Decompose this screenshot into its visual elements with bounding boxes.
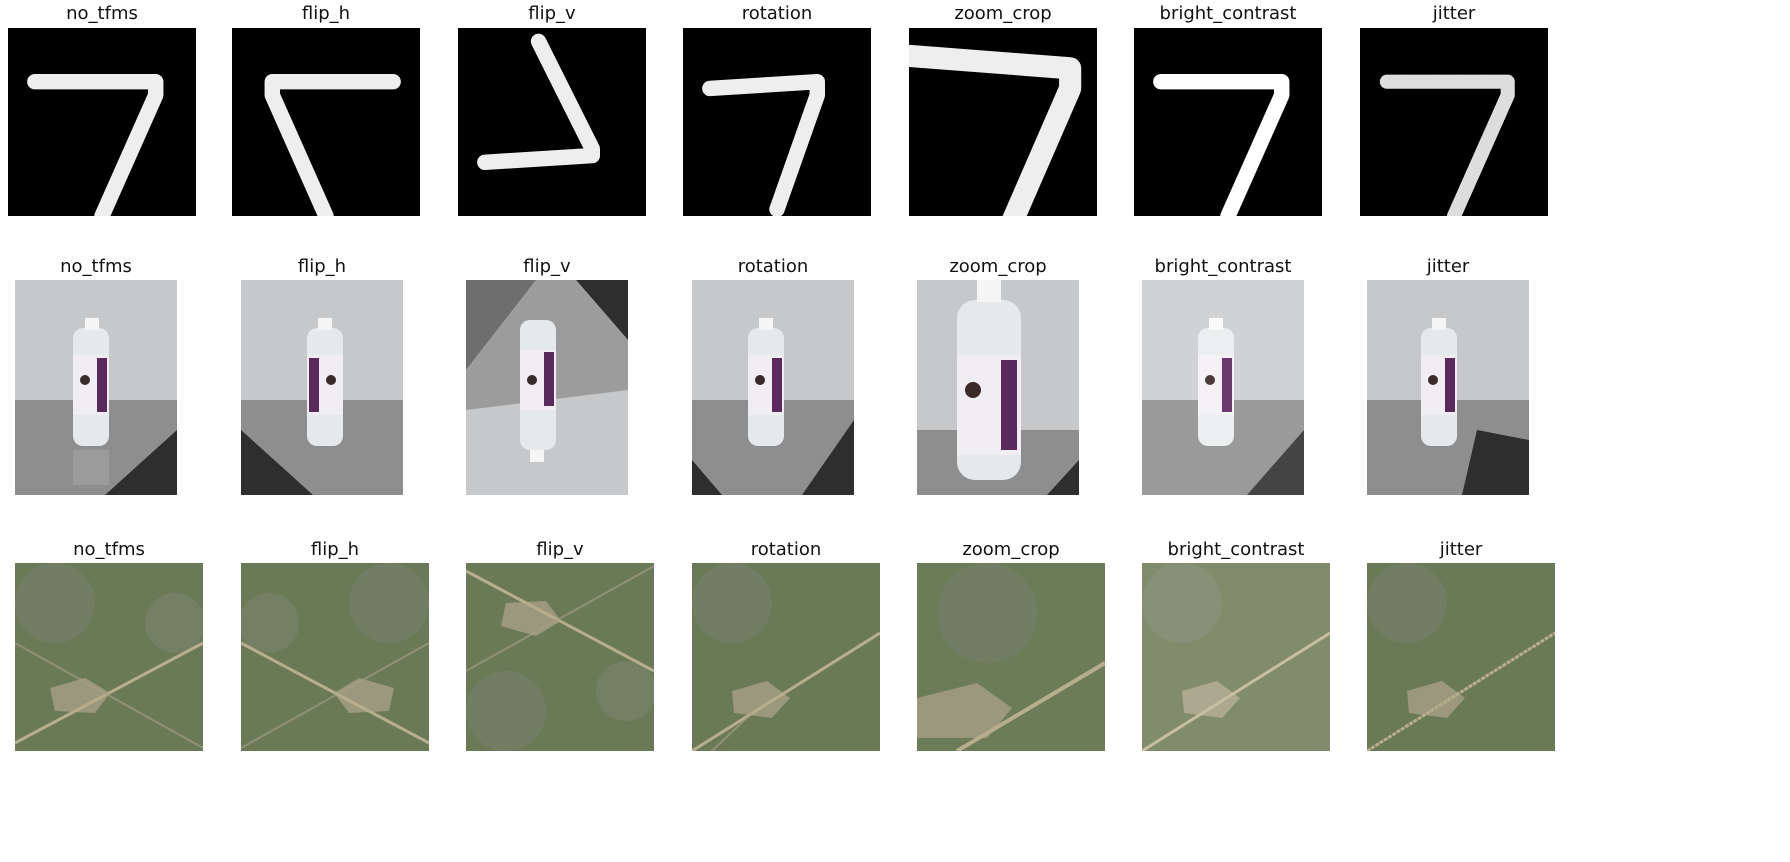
panel-title: zoom_crop (954, 3, 1052, 24)
bottle-panel-no_tfms: no_tfms (15, 255, 177, 500)
mnist-panel-rotation: rotation (683, 0, 871, 245)
bottle-image (241, 280, 403, 495)
satellite-image (241, 563, 429, 751)
bottle-panel-zoom_crop: zoom_crop (917, 255, 1079, 500)
panel-title: jitter (1426, 256, 1470, 277)
satellite-panel-flip_v: flip_v (466, 540, 654, 780)
panel-title: flip_v (528, 3, 576, 24)
bottle-image (917, 280, 1079, 495)
bottle-image (1367, 280, 1529, 495)
mnist-panel-bright_contrast: bright_contrast (1134, 0, 1322, 245)
mnist-panel-flip_v: flip_v (458, 0, 646, 245)
satellite-image (692, 563, 880, 751)
satellite-image (1142, 563, 1330, 751)
mnist-panel-no_tfms: no_tfms (8, 0, 196, 245)
panel-title: zoom_crop (949, 256, 1047, 277)
panel-title: rotation (750, 539, 822, 560)
satellite-panel-rotation: rotation (692, 540, 880, 780)
panel-title: flip_h (297, 256, 347, 277)
satellite-panel-bright_contrast: bright_contrast (1142, 540, 1330, 780)
panel-title: rotation (741, 3, 813, 24)
mnist-image (8, 28, 196, 216)
satellite-panel-no_tfms: no_tfms (15, 540, 203, 780)
panel-title: jitter (1432, 3, 1476, 24)
bottle-panel-flip_v: flip_v (466, 255, 628, 500)
panel-title: flip_h (310, 539, 360, 560)
mnist-panel-jitter: jitter (1360, 0, 1548, 245)
panel-title: flip_v (536, 539, 584, 560)
panel-title: bright_contrast (1159, 3, 1297, 24)
panel-title: flip_h (301, 3, 351, 24)
bottle-image (692, 280, 854, 495)
satellite-panel-zoom_crop: zoom_crop (917, 540, 1105, 780)
panel-title: rotation (737, 256, 809, 277)
mnist-image (683, 28, 871, 216)
mnist-image (1360, 28, 1548, 216)
panel-title: zoom_crop (962, 539, 1060, 560)
mnist-image (1134, 28, 1322, 216)
panel-title: jitter (1439, 539, 1483, 560)
bottle-panel-jitter: jitter (1367, 255, 1529, 500)
panel-title: flip_v (523, 256, 571, 277)
bottle-image (466, 280, 628, 495)
panel-title: no_tfms (66, 3, 138, 24)
mnist-image (458, 28, 646, 216)
panel-title: no_tfms (60, 256, 132, 277)
satellite-image (1367, 563, 1555, 751)
mnist-image (909, 28, 1097, 216)
bottle-image (1142, 280, 1304, 495)
bottle-image (15, 280, 177, 495)
satellite-panel-flip_h: flip_h (241, 540, 429, 780)
panel-title: bright_contrast (1154, 256, 1292, 277)
bottle-panel-rotation: rotation (692, 255, 854, 500)
bottle-panel-bright_contrast: bright_contrast (1142, 255, 1304, 500)
mnist-panel-zoom_crop: zoom_crop (909, 0, 1097, 245)
satellite-panel-jitter: jitter (1367, 540, 1555, 780)
panel-title: no_tfms (73, 539, 145, 560)
satellite-image (466, 563, 654, 751)
satellite-image (15, 563, 203, 751)
bottle-panel-flip_h: flip_h (241, 255, 403, 500)
satellite-image (917, 563, 1105, 751)
mnist-panel-flip_h: flip_h (232, 0, 420, 245)
mnist-image (232, 28, 420, 216)
panel-title: bright_contrast (1167, 539, 1305, 560)
